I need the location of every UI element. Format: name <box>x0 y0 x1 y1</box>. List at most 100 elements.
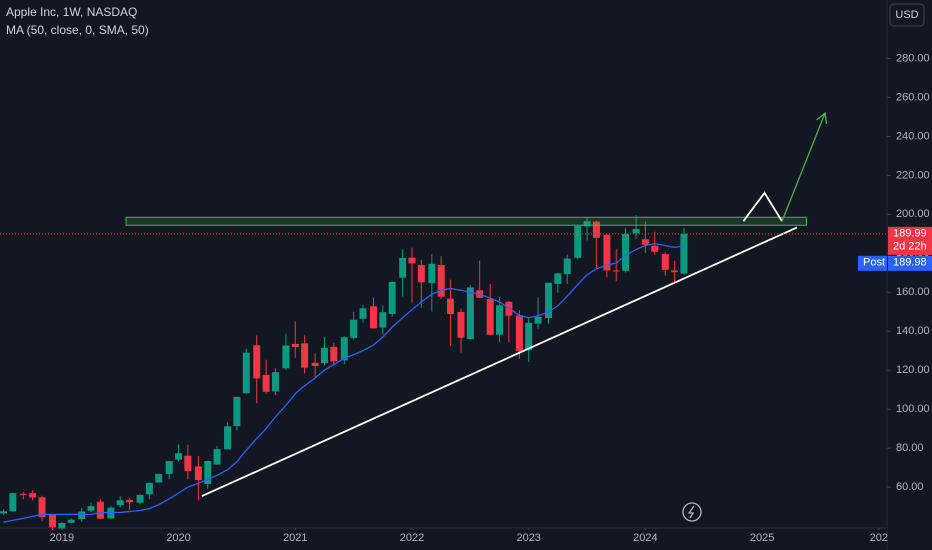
y-tick-label: 220.00 <box>896 169 930 181</box>
candle-body <box>457 311 465 338</box>
candle-body <box>359 308 367 319</box>
y-tick-label: 140.00 <box>896 325 930 337</box>
candle-body <box>612 270 620 272</box>
candle-body <box>515 315 523 351</box>
countdown-label: 2d 22h <box>893 241 927 253</box>
candle-body <box>534 316 542 324</box>
x-tick-label: 2021 <box>283 532 307 544</box>
candle-body <box>574 226 582 258</box>
candle-body <box>204 461 212 485</box>
candle-body <box>622 234 630 271</box>
candle-body <box>525 322 533 351</box>
icon-circle <box>682 502 702 522</box>
candle-body <box>651 245 659 252</box>
x-tick-label: 202 <box>870 532 888 544</box>
icon-bolt <box>687 505 695 519</box>
zone-rectangle <box>125 216 807 226</box>
candle-body <box>49 514 57 528</box>
post-name: Post <box>863 257 885 269</box>
y-tick-label: 80.00 <box>896 442 924 454</box>
candle-body <box>301 343 309 368</box>
y-tick-label: 280.00 <box>896 52 930 64</box>
candle-body <box>379 312 387 328</box>
y-tick-label: 240.00 <box>896 130 930 142</box>
trend-line <box>742 191 783 222</box>
y-tick-label: 160.00 <box>896 286 930 298</box>
candle-body <box>417 265 425 283</box>
candle-body <box>224 426 232 450</box>
candle-body <box>58 522 66 529</box>
candle-body <box>271 372 279 392</box>
post-price-label: 189.98 <box>893 257 927 269</box>
candle-body <box>19 493 27 495</box>
candle-body <box>155 473 163 483</box>
candle-body <box>38 497 46 518</box>
x-tick-label: 2025 <box>750 532 774 544</box>
post-price-box <box>888 255 932 271</box>
candle-body <box>116 500 124 506</box>
candle-body <box>369 306 377 329</box>
candle-body <box>505 301 513 316</box>
x-tick-label: 2019 <box>50 532 74 544</box>
x-tick-label: 2024 <box>633 532 657 544</box>
candle-body <box>253 345 261 379</box>
candle-body <box>340 337 348 361</box>
candle-body <box>175 453 183 460</box>
candle-body <box>563 258 571 275</box>
candle-body <box>67 519 75 523</box>
candle-body <box>447 298 455 315</box>
last-price-box <box>888 226 932 255</box>
candle-body <box>554 273 562 284</box>
x-tick-label: 2022 <box>400 532 424 544</box>
candle-body <box>126 499 134 503</box>
candle-body <box>671 270 679 273</box>
x-tick-label: 2020 <box>166 532 190 544</box>
candle-body <box>242 352 250 394</box>
candle-body <box>282 345 290 369</box>
candle-body <box>545 282 553 318</box>
candle-body <box>399 257 407 278</box>
candle-body <box>388 281 396 314</box>
trend-line <box>201 226 798 497</box>
chart-title: Apple Inc, 1W, NASDAQ <box>6 5 137 19</box>
candle-body <box>213 449 221 465</box>
candle-body <box>87 506 95 511</box>
candle-body <box>350 319 358 338</box>
candle-body <box>603 234 611 271</box>
indicator-label: MA (50, close, 0, SMA, 50) <box>6 23 149 37</box>
candle-body <box>145 482 153 495</box>
currency-button[interactable] <box>889 3 925 27</box>
candle-body <box>9 493 17 512</box>
candle-body <box>583 221 591 227</box>
candle-body <box>165 461 173 474</box>
candle-body <box>592 221 600 238</box>
candle-body <box>262 374 270 392</box>
candle-body <box>496 305 504 335</box>
candle-body <box>78 511 86 520</box>
candle-body <box>194 466 202 481</box>
candle-body <box>29 493 37 498</box>
replay-icon[interactable] <box>682 502 702 522</box>
plot-area <box>0 111 828 530</box>
y-tick-label: 120.00 <box>896 364 930 376</box>
candle-body <box>136 494 144 503</box>
candle-body <box>0 511 8 514</box>
ma-line <box>3 242 685 523</box>
arrow-head <box>816 111 828 125</box>
arrow-line <box>781 112 826 222</box>
last-price-label: 189.99 <box>893 228 927 240</box>
candle-body <box>486 298 494 335</box>
y-tick-label: 100.00 <box>896 403 930 415</box>
candle-body <box>680 233 688 274</box>
candle-body <box>428 263 436 284</box>
candle-body <box>291 343 299 348</box>
currency-label: USD <box>895 9 918 21</box>
candle-body <box>466 287 474 340</box>
candle-body <box>641 239 649 245</box>
candle-body <box>184 455 192 471</box>
candle-body <box>233 396 241 427</box>
candle-body <box>96 501 104 519</box>
candle-body <box>330 346 338 362</box>
